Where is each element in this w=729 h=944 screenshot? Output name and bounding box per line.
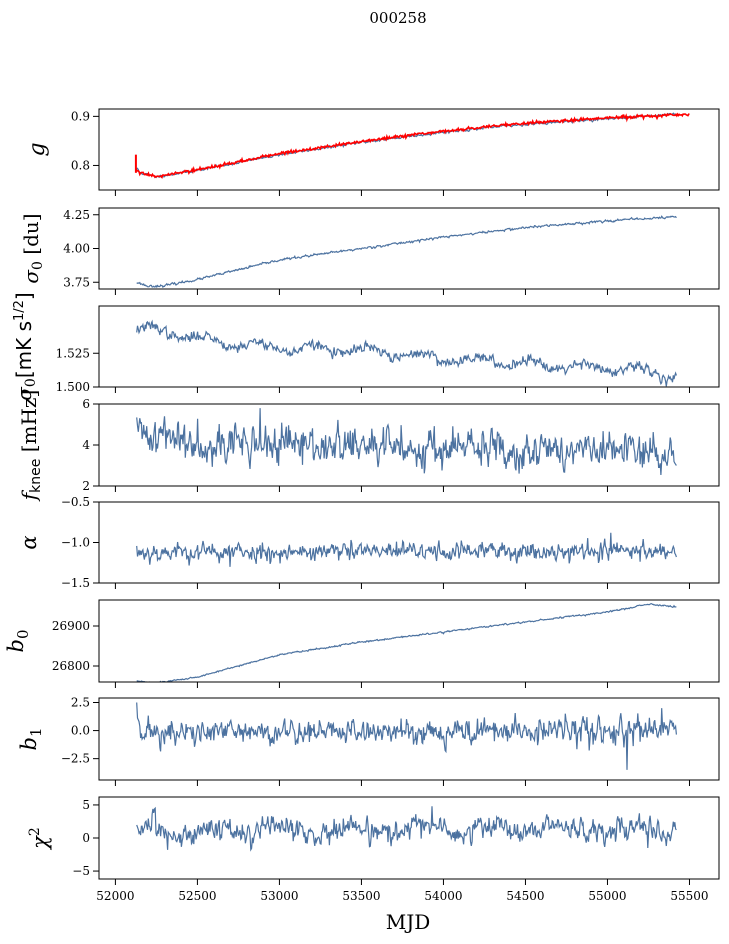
y-tick-label: −0.5 [61, 495, 90, 509]
y-axis-label-sigma0_mk: σ0[mK s1/2] [12, 292, 39, 401]
y-tick-label: 26800 [52, 659, 90, 673]
y-tick-label: 0.8 [71, 158, 90, 172]
y-axis-label-alpha: α [17, 535, 41, 549]
panel-frame [98, 207, 720, 290]
panel-b0: 26800 26900 b0 [4, 599, 720, 688]
x-tick-label: 55500 [670, 889, 708, 903]
x-tick-label: 54000 [424, 889, 462, 903]
panel-frame [98, 501, 720, 584]
panel-frame [98, 697, 720, 781]
series-line-fknee [136, 408, 677, 476]
y-tick-label: 5 [82, 798, 90, 812]
x-tick-label: 53000 [260, 889, 298, 903]
y-tick-label: −1.0 [61, 536, 90, 550]
series-line-chi2 [136, 806, 677, 852]
x-tick-label: 52500 [178, 889, 216, 903]
panel-fknee: 2 4 6 fknee [mHz] [17, 390, 720, 503]
y-axis-label-b0: b0 [4, 630, 32, 653]
panel-b1: −2.5 0.0 2.5 b1 [17, 695, 720, 786]
x-tick-label: 53500 [342, 889, 380, 903]
y-tick-label: 26900 [52, 619, 90, 633]
series-line-sigma0_du [136, 215, 677, 289]
y-tick-label: 6 [82, 397, 90, 411]
panel-frame [98, 108, 720, 191]
x-axis-label: MJD [386, 910, 431, 934]
y-tick-label: 1.500 [56, 380, 90, 394]
series-line-alpha [136, 532, 677, 567]
y-tick-label: 2 [82, 479, 90, 493]
y-tick-label: −1.5 [61, 576, 90, 590]
x-tick-label: 52000 [96, 889, 134, 903]
y-tick-label: 1.525 [56, 346, 90, 360]
y-axis-label-g: g [25, 142, 50, 156]
panel-frame [98, 599, 720, 683]
x-tick-label: 54500 [506, 889, 544, 903]
x-tick-label: 55000 [588, 889, 626, 903]
y-tick-label: 2.5 [71, 695, 90, 709]
series-line-b0 [136, 603, 677, 682]
y-axis-label-fknee: fknee [mHz] [17, 390, 44, 503]
panel-chi2: −5 0 5 52000 52500 53000 53500 54000 54500 55000 5… [27, 796, 720, 903]
y-axis-label-sigma0_du: σ0 [du] [19, 213, 46, 283]
y-tick-label: −2.5 [61, 752, 90, 766]
panel-frame [98, 305, 720, 388]
y-tick-label: 0.9 [71, 109, 90, 123]
y-tick-label: 3.75 [63, 275, 90, 289]
y-tick-label: 4.25 [63, 208, 90, 222]
figure-title: 000258 [369, 9, 426, 27]
panel-sigma0_du: 3.75 4.00 4.25 σ0 [du] [19, 207, 720, 295]
series-line-sigma0_mk [136, 319, 677, 387]
series-line-b1 [136, 702, 677, 770]
panel-sigma0_mk: 1.500 1.525 σ0[mK s1/2] [12, 292, 720, 401]
overlay-line-gain-fit [135, 112, 690, 180]
panel-g: 0.8 0.9 g [25, 108, 720, 196]
panel-alpha: −1.5 −1.0 −0.5 α [17, 495, 720, 590]
y-tick-label: 0 [82, 831, 90, 845]
y-axis-label-b1: b1 [17, 728, 45, 751]
y-tick-label: −5 [72, 864, 90, 878]
y-axis-label-chi2: χ2 [27, 827, 52, 851]
y-tick-label: 4.00 [63, 242, 90, 256]
y-tick-label: 0.0 [71, 724, 90, 738]
y-tick-label: 4 [82, 438, 90, 452]
